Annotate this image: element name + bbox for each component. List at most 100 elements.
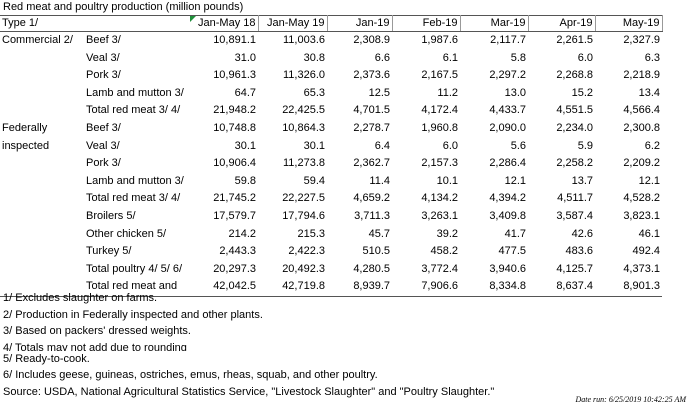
value-cell: 20,492.3 — [282, 262, 326, 275]
value-cell: 10,748.8 — [213, 121, 257, 134]
value-cell: 3,263.1 — [421, 209, 459, 222]
footnote: 4/ Totals may not add due to rounding — [3, 341, 187, 351]
value-cell: 4,134.2 — [421, 192, 459, 205]
value-cell: 1,960.8 — [421, 121, 459, 134]
value-cell: 2,308.9 — [353, 34, 391, 46]
value-cell: 2,209.2 — [623, 157, 661, 170]
value-cell: 4,172.4 — [421, 104, 459, 117]
value-cell: 42.6 — [571, 227, 594, 240]
table-row: Broilers 5/17,579.7 17,794.6 3,711.3 3,263.… — [0, 208, 662, 226]
table-row: Turkey 5/2,443.3 2,422.3 510.5 458.2 477.5 48… — [0, 243, 662, 261]
label-cell — [0, 155, 82, 173]
value-cell: 6.3 — [644, 51, 661, 64]
value-cell: 59.8 — [234, 174, 257, 187]
value-cell: 30.1 — [303, 139, 326, 152]
value-cell: 3,711.3 — [354, 209, 391, 222]
header-cell: Type 1/ — [0, 15, 191, 32]
value-cell: 2,300.8 — [623, 121, 661, 134]
footnote: 3/ Based on packers' dressed weights. — [3, 325, 191, 337]
value-cell: 10,864.3 — [282, 121, 326, 134]
label-cell — [0, 173, 82, 191]
value-cell: 6.2 — [644, 139, 661, 152]
value-cell: 6.6 — [374, 51, 391, 64]
header-cell: Jan-19 — [327, 15, 393, 32]
value-cell: 1,987.6 — [421, 34, 459, 46]
table-row: Federally Beef 3/10,748.8 10,864.3 2,278.7 1… — [0, 120, 662, 138]
value-cell: 7,906.6 — [392, 278, 461, 297]
cell-indicator — [190, 16, 197, 22]
value-cell: 12.5 — [368, 86, 391, 99]
table-row: Lamb and mutton 3/59.8 59.4 11.4 10.1 12.1 13… — [0, 173, 662, 191]
header-cell: Jan-May 19 — [258, 15, 328, 32]
table-row: Veal 3/31.0 30.8 6.6 6.1 5.8 6.0 6.3 — [0, 50, 662, 68]
label-cell: Total red meat 3/ 4/ — [86, 192, 181, 205]
value-cell: 11,273.8 — [283, 157, 326, 170]
value-cell: 10.1 — [436, 174, 459, 187]
value-cell: 2,422.3 — [288, 245, 326, 258]
table-row: Commercial 2/Beef 3/10,891.1 11,003.6 2,30… — [0, 32, 662, 50]
value-cell: 8,334.8 — [460, 278, 529, 297]
table-row: Total red meat and 42,042.5 42,719.8 8,939.… — [0, 278, 663, 297]
value-cell: 30.1 — [234, 139, 257, 152]
value-cell: 46.1 — [638, 227, 661, 240]
label-cell: Pork 3/ — [86, 157, 121, 170]
label-cell: Lamb and mutton 3/ — [86, 86, 184, 99]
label-cell — [0, 67, 82, 85]
value-cell: 8,901.3 — [595, 278, 663, 297]
value-cell: 11.2 — [437, 86, 459, 99]
value-cell: 20,297.3 — [213, 262, 257, 275]
label-cell — [0, 85, 82, 103]
value-cell: 4,511.7 — [557, 192, 594, 205]
value-cell: 3,940.6 — [489, 262, 527, 275]
label-cell — [0, 226, 82, 244]
value-cell: 2,117.7 — [490, 34, 527, 46]
value-cell: 22,425.5 — [282, 104, 326, 117]
value-cell: 4,528.2 — [623, 192, 661, 205]
value-cell: 59.4 — [303, 174, 326, 187]
value-cell: 11,326.0 — [283, 69, 326, 82]
footnote: 6/ Includes geese, guineas, ostriches, e… — [3, 369, 378, 381]
label-cell — [0, 278, 82, 297]
label-cell — [0, 243, 82, 261]
value-cell: 2,373.6 — [353, 69, 391, 82]
value-cell: 10,961.3 — [213, 69, 257, 82]
table-row: Total poultry 4/ 5/ 6/20,297.3 20,492.3 4,… — [0, 261, 662, 279]
value-cell: 10,891.1 — [213, 34, 257, 46]
footnote: 1/ Excludes slaughter on farms. — [3, 292, 158, 304]
table-row: Pork 3/10,961.3 11,326.0 2,373.6 2,167.5 2,2… — [0, 67, 662, 85]
header-cell: Apr-19 — [528, 15, 596, 32]
value-cell: 13.7 — [571, 174, 594, 187]
value-cell: 2,167.5 — [421, 69, 459, 82]
label-cell: Commercial 2/ — [2, 34, 73, 46]
sheet-title: Red meat and poultry production (million… — [3, 1, 244, 13]
header-cell: Jan-May 18 — [190, 15, 259, 32]
value-cell: 5.8 — [510, 51, 527, 64]
value-cell: 510.5 — [362, 245, 391, 258]
value-cell: 41.7 — [504, 227, 527, 240]
label-cell — [0, 190, 82, 208]
value-cell: 2,234.0 — [556, 121, 594, 134]
label-cell: Beef 3/ — [86, 121, 121, 134]
table-row: inspected Veal 3/30.1 30.1 6.4 6.0 5.6 5.9 6.2 — [0, 138, 662, 156]
value-cell: 17,794.6 — [282, 209, 326, 222]
value-cell: 4,433.7 — [489, 104, 527, 117]
label-cell: Pork 3/ — [86, 69, 121, 82]
value-cell: 2,443.3 — [219, 245, 257, 258]
value-cell: 215.3 — [297, 227, 326, 240]
value-cell: 65.3 — [303, 86, 326, 99]
value-cell: 5.6 — [510, 139, 527, 152]
footnote: 2/ Production in Federally inspected and… — [3, 308, 263, 321]
value-cell: 8,637.4 — [528, 278, 596, 297]
value-cell: 6.0 — [442, 139, 459, 152]
value-cell: 64.7 — [234, 86, 257, 99]
value-cell: 5.9 — [577, 139, 594, 152]
value-cell: 4,280.5 — [353, 262, 391, 275]
value-cell: 2,286.4 — [489, 157, 527, 170]
value-cell: 4,551.5 — [556, 104, 594, 117]
footnote: Source: USDA, National Agricultural Stat… — [3, 385, 495, 398]
table-row: Lamb and mutton 3/64.7 65.3 12.5 11.2 13.0 15… — [0, 85, 662, 103]
label-cell: Other chicken 5/ — [86, 227, 167, 240]
value-cell: 4,701.5 — [353, 104, 391, 117]
date-run: Date run: 6/25/2019 10:42:25 AM — [575, 395, 686, 404]
label-cell: Veal 3/ — [86, 139, 120, 152]
